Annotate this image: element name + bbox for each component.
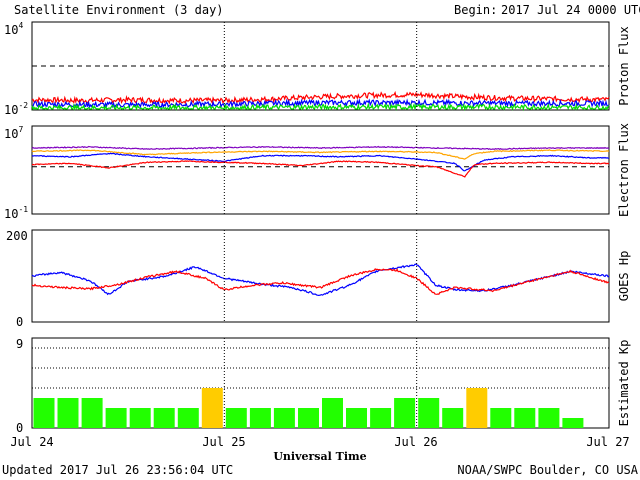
kp-frame bbox=[31, 337, 610, 429]
kp-bar-0 bbox=[33, 398, 55, 428]
kp-bar-16 bbox=[418, 398, 440, 428]
proton-ytick-bottom: 10-2 bbox=[4, 101, 28, 117]
kp-bar-2 bbox=[81, 398, 103, 428]
kp-bar-5 bbox=[153, 408, 175, 428]
xtick-jul26: Jul 26 bbox=[394, 435, 437, 449]
electron-flux-lines bbox=[31, 145, 610, 178]
p1-lines-series-1 bbox=[31, 149, 610, 160]
p2-lines-series-1 bbox=[31, 268, 610, 295]
p1-lines-series-2 bbox=[31, 152, 610, 172]
proton-ytick-top: 104 bbox=[4, 21, 23, 37]
p0-lines-series-1 bbox=[31, 98, 610, 109]
kp-bar-18 bbox=[466, 388, 488, 428]
electron-flux-frame bbox=[31, 125, 610, 215]
kp-bar-15 bbox=[394, 398, 416, 428]
kp-bar-17 bbox=[442, 408, 464, 428]
p0-lines-series-2 bbox=[31, 102, 610, 112]
kp-bar-12 bbox=[322, 398, 343, 428]
kp-bar-9 bbox=[249, 408, 271, 428]
kp-bar-6 bbox=[177, 408, 199, 428]
proton-flux-lines bbox=[31, 65, 610, 112]
xtick-jul27: Jul 27 bbox=[586, 435, 629, 449]
goes-hp-ylabel: GOES Hp bbox=[617, 251, 631, 302]
kp-bar-21 bbox=[538, 408, 560, 428]
p1-lines-series-3 bbox=[31, 160, 610, 178]
p1-lines-series-0 bbox=[31, 145, 610, 151]
kp-bar-10 bbox=[273, 408, 295, 428]
goes-ytick-bottom: 0 bbox=[16, 315, 23, 329]
kp-bar-20 bbox=[514, 408, 536, 428]
kp-bar-7 bbox=[201, 388, 223, 428]
credit-text: NOAA/SWPC Boulder, CO USA bbox=[457, 463, 638, 477]
x-axis-title: Universal Time bbox=[273, 450, 366, 463]
plot-title: Satellite Environment (3 day) bbox=[14, 3, 224, 17]
goes-hp-panel: 200 0 GOES Hp bbox=[6, 229, 631, 329]
kp-bar-11 bbox=[298, 408, 319, 428]
p2-lines-series-0 bbox=[31, 263, 610, 297]
goes-ytick-top: 200 bbox=[6, 229, 28, 243]
kp-ytick-top: 9 bbox=[16, 337, 23, 351]
xtick-jul24: Jul 24 bbox=[10, 435, 53, 449]
electron-flux-panel: 107 10-1 Electron Flux bbox=[4, 123, 631, 221]
electron-flux-ylabel: Electron Flux bbox=[617, 123, 631, 217]
kp-bars bbox=[32, 347, 609, 428]
electron-ytick-top: 107 bbox=[4, 125, 23, 141]
kp-ylabel: Estimated Kp bbox=[617, 340, 631, 427]
kp-bar-19 bbox=[490, 408, 512, 428]
goes-hp-frame bbox=[31, 229, 610, 323]
kp-bar-13 bbox=[346, 408, 367, 428]
kp-bar-8 bbox=[225, 408, 247, 428]
kp-panel: 9 0 Estimated Kp bbox=[16, 337, 631, 435]
begin-value: 2017 Jul 24 0000 UTC bbox=[501, 3, 640, 17]
goes-hp-lines bbox=[31, 263, 610, 297]
kp-bar-22 bbox=[562, 418, 584, 428]
electron-ytick-bottom: 10-1 bbox=[4, 205, 28, 221]
kp-bar-3 bbox=[105, 408, 127, 428]
proton-flux-panel: 104 10-2 Proton Flux bbox=[4, 21, 631, 117]
p0-lines-series-0 bbox=[31, 90, 610, 105]
begin-label: Begin: bbox=[454, 3, 497, 17]
proton-flux-ylabel: Proton Flux bbox=[617, 26, 631, 105]
xtick-jul25: Jul 25 bbox=[202, 435, 245, 449]
updated-timestamp: Updated 2017 Jul 26 23:56:04 UTC bbox=[2, 463, 233, 477]
kp-bar-14 bbox=[370, 408, 392, 428]
kp-bar-4 bbox=[129, 408, 151, 428]
kp-ytick-bottom: 0 bbox=[16, 421, 23, 435]
day-separator-lines bbox=[223, 22, 418, 428]
kp-bar-1 bbox=[57, 398, 79, 428]
